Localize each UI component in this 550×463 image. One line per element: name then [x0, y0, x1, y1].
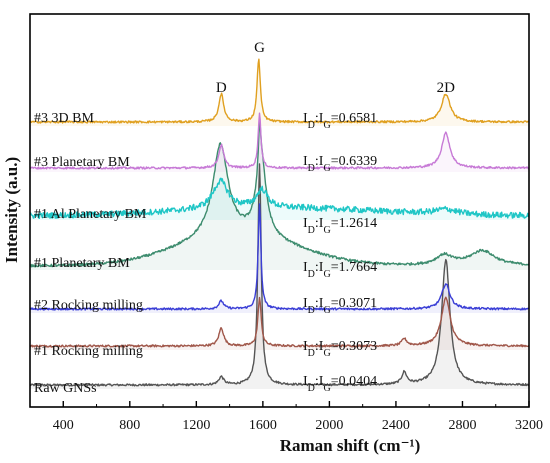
series-line-4	[29, 177, 530, 219]
ratio-label-1: ID:IG=0.3073	[303, 339, 377, 359]
x-tick-label-4: 2000	[315, 418, 343, 433]
x-axis-title: Raman shift (cm⁻¹)	[280, 436, 421, 455]
series-line-5	[29, 112, 530, 170]
ratio-label-0: ID:IG=0.0404	[303, 374, 377, 394]
plot-frame	[29, 13, 530, 408]
peak-label-g: G	[254, 40, 265, 56]
series-label-4: #1 Al Planetary BM	[34, 207, 147, 222]
peak-label-2d: 2D	[437, 80, 456, 96]
x-tick-label-2: 1200	[182, 418, 210, 433]
ratio-label-5: ID:IG=0.6339	[303, 154, 377, 174]
ratio-label-2: ID:IG=0.3071	[303, 296, 377, 316]
x-tick-label-5: 2400	[382, 418, 410, 433]
x-tick-label-1: 800	[119, 418, 140, 433]
x-tick-label-3: 1600	[249, 418, 277, 433]
peak-label-d: D	[216, 80, 227, 96]
series-label-6: #3 3D BM	[34, 111, 94, 126]
x-tick-label-0: 400	[53, 418, 74, 433]
x-ticks: 400 800 1200 1600 2000 2400 2800 3200	[29, 401, 543, 433]
series-line-6	[29, 58, 530, 124]
series-line-2	[29, 203, 530, 311]
series-lines	[29, 58, 530, 387]
series-label-2: #2 Rocking milling	[34, 298, 143, 313]
series-label-5: #3 Planetary BM	[34, 155, 130, 170]
shading-layer	[30, 59, 529, 389]
ratio-label-6: ID:IG=0.6581	[303, 111, 377, 131]
series-label-3: #1 Planetary BM	[34, 256, 130, 271]
x-tick-label-6: 2800	[448, 418, 476, 433]
ratio-label-3: ID:IG=1.7664	[303, 260, 377, 280]
x-tick-label-7: 3200	[515, 418, 543, 433]
y-axis-title: Intensity (a.u.)	[2, 157, 21, 263]
series-line-1	[29, 296, 530, 348]
series-labels: Raw GNSs ID:IG=0.0404 #1 Rocking milling ID…	[34, 111, 377, 396]
series-label-0: Raw GNSs	[34, 381, 97, 396]
series-fill-3	[30, 120, 529, 270]
series-line-3	[29, 119, 530, 268]
series-label-1: #1 Rocking milling	[34, 344, 143, 359]
ratio-label-4: ID:IG=1.2614	[303, 216, 377, 236]
series-line-0	[29, 163, 530, 387]
peak-labels: D G 2D	[216, 40, 455, 96]
